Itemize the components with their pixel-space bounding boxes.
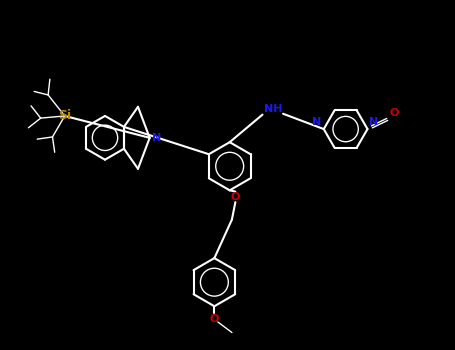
Text: O: O (390, 108, 399, 118)
Text: N: N (369, 117, 379, 127)
Text: NH: NH (264, 104, 283, 114)
Text: O: O (231, 192, 240, 202)
Text: N: N (152, 133, 162, 143)
Text: N: N (312, 117, 321, 127)
Text: O: O (210, 314, 219, 323)
Text: Si: Si (58, 110, 71, 122)
